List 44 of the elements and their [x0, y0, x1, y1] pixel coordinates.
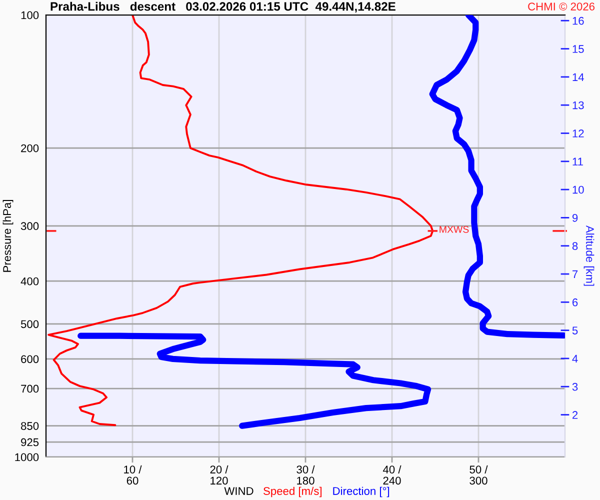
- x-tick-label: 20 /: [210, 465, 228, 474]
- chart-title: Praha-Libus descent 03.02.2026 01:15 UTC 49.44N,14.82E: [50, 2, 396, 12]
- y2-tick-label: 9: [572, 214, 578, 222]
- y-axis-title: Pressure [hPa]: [2, 200, 14, 272]
- x-tick-label: 50 /: [470, 465, 488, 474]
- x-axis-title: WIND: [224, 487, 254, 495]
- y-tick-label: 100: [21, 11, 39, 20]
- x2-tick-label: 120: [210, 476, 228, 485]
- y-tick-label: 850: [21, 422, 39, 430]
- line-series: [48, 15, 434, 426]
- y2-tick-label: 4: [572, 354, 578, 362]
- x2-tick-label: 240: [383, 476, 401, 485]
- y-tick-label: 300: [20, 222, 39, 230]
- y2-tick-label: 16: [572, 16, 584, 25]
- x2-tick-label: 180: [297, 476, 314, 485]
- y-tick-label: 600: [21, 355, 39, 364]
- y2-tick-label: 11: [572, 158, 583, 166]
- x-tick-label: 40 /: [382, 465, 402, 474]
- y2-tick-label: 14: [572, 73, 584, 81]
- y2-tick-label: 15: [572, 45, 584, 53]
- x-tick-label: 10 /: [124, 465, 142, 474]
- y-tick-label: 1000: [15, 453, 39, 462]
- y-tick-label: 500: [20, 320, 39, 328]
- text: CHMI © 2026: [528, 2, 595, 10]
- y2-tick-label: 3: [572, 382, 578, 391]
- y2-tick-label: 2: [572, 411, 578, 419]
- y2-tick-label: 13: [572, 101, 584, 110]
- y2-axis-title: Altitude [km]: [584, 225, 594, 286]
- y2-tick-label: 6: [572, 298, 578, 306]
- y-tick-label: 200: [21, 144, 39, 152]
- y2-tick-label: 12: [572, 130, 584, 138]
- y2-tick-label: 8: [572, 242, 578, 250]
- y2-tick-label: 5: [572, 326, 578, 334]
- y2-tick-label: 10: [572, 186, 584, 194]
- y-tick-label: 400: [20, 277, 39, 286]
- text: Speed [m/s]: [264, 486, 322, 498]
- annotation: MXWS: [440, 226, 469, 233]
- y-tick-label: 700: [21, 384, 39, 393]
- y2-tick-label: 7: [572, 270, 578, 278]
- x2-tick-label: 60: [126, 476, 138, 485]
- x-tick-label: 30 /: [296, 465, 315, 474]
- y-tick-label: 925: [21, 438, 39, 446]
- text: Direction [°]: [333, 486, 390, 498]
- x2-tick-label: 300: [470, 476, 488, 485]
